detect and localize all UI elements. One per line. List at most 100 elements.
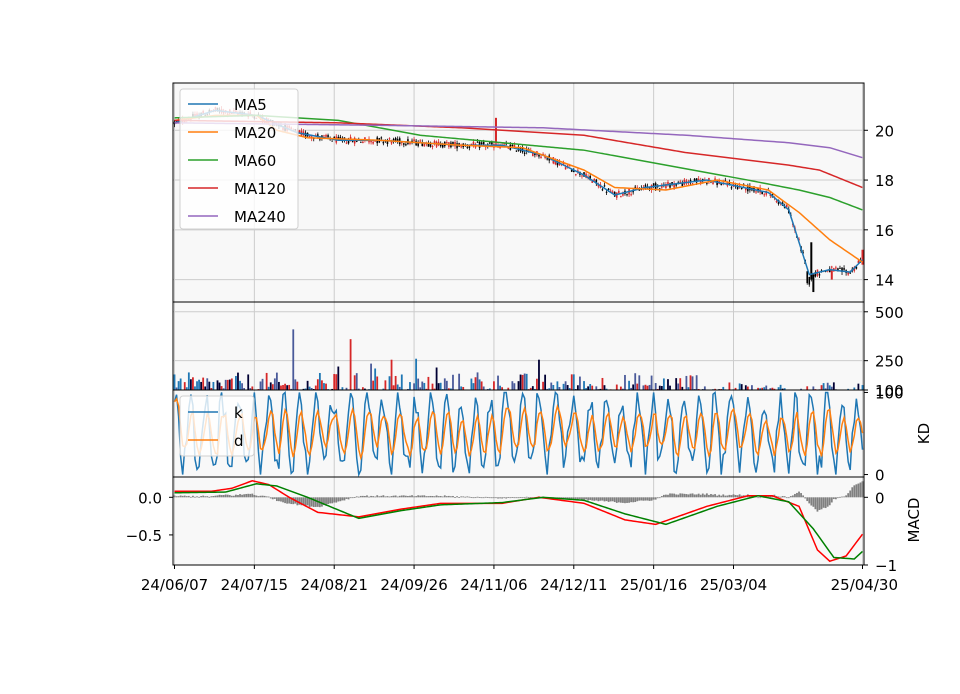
macd-histogram-bar	[802, 495, 804, 497]
volume-bar	[184, 382, 186, 390]
candle-body	[606, 192, 608, 193]
macd-histogram-bar	[657, 497, 659, 498]
macd-histogram-bar	[698, 494, 700, 498]
macd-histogram-bar	[591, 497, 593, 500]
macd-histogram-bar	[579, 497, 581, 499]
volume-bar	[479, 379, 481, 390]
macd-histogram-bar	[593, 497, 595, 500]
volume-bar	[321, 380, 323, 390]
candle-body	[776, 201, 778, 202]
macd-histogram-bar	[831, 497, 833, 502]
macd-histogram-bar	[661, 496, 663, 497]
volume-bar	[638, 375, 640, 390]
macd-histogram-bar	[706, 493, 708, 497]
x-tick-label: 25/01/16	[620, 576, 687, 594]
volume-bar	[649, 385, 651, 390]
volume-bar	[319, 373, 321, 390]
macd-histogram-bar	[503, 497, 505, 498]
macd-histogram-bar	[524, 497, 526, 498]
macd-histogram-bar	[389, 497, 391, 498]
macd-histogram-bar	[407, 496, 409, 497]
volume-bar	[862, 385, 864, 390]
macd-histogram-bar	[860, 482, 862, 497]
macd-histogram-bar	[812, 497, 814, 506]
macd-histogram-bar	[344, 497, 346, 500]
macd-histogram-bar	[651, 497, 653, 500]
volume-bar	[536, 379, 538, 390]
candle-body	[360, 142, 362, 143]
macd-histogram-bar	[466, 496, 468, 497]
macd-histogram-bar	[217, 495, 219, 497]
candle-body	[338, 137, 340, 138]
macd-histogram-bar	[438, 496, 440, 497]
volume-bar	[409, 382, 411, 390]
volume-bar	[628, 381, 630, 390]
macd-histogram-bar	[608, 497, 610, 502]
volume-bar	[833, 382, 835, 390]
candle-body	[434, 141, 436, 143]
volume-bar	[323, 383, 325, 390]
legend-label-ma240: MA240	[234, 208, 286, 226]
volume-bar	[745, 385, 747, 390]
macd-histogram-bar	[610, 497, 612, 501]
volume-bar	[270, 382, 272, 390]
macd-axis-label: MACD	[905, 498, 923, 543]
volume-bar	[542, 382, 544, 390]
volume-bar	[446, 381, 448, 390]
macd-histogram-bar	[221, 495, 223, 497]
volume-bar	[686, 376, 688, 390]
kd-tick-label: 0	[875, 467, 885, 485]
macd-histogram-bar	[264, 496, 266, 497]
macd-histogram-bar	[485, 497, 487, 498]
macd-histogram-bar	[475, 497, 477, 498]
volume-bar	[591, 386, 593, 390]
candle-body	[516, 151, 518, 152]
macd-histogram-bar	[425, 496, 427, 497]
macd-histogram-bar	[428, 496, 430, 497]
macd-histogram-bar	[329, 497, 331, 503]
macd-histogram-bar	[366, 495, 368, 497]
macd-histogram-bar	[206, 496, 208, 497]
macd-histogram-bar	[509, 497, 511, 498]
macd-histogram-bar	[516, 497, 518, 498]
x-tick-label: 24/12/11	[540, 576, 607, 594]
macd-histogram-bar	[335, 497, 337, 502]
macd-histogram-bar	[233, 496, 235, 498]
macd-histogram-bar	[339, 497, 341, 501]
volume-bar	[286, 385, 288, 390]
macd-histogram-bar	[352, 497, 354, 498]
macd-histogram-bar	[722, 494, 724, 497]
macd-histogram-bar	[432, 496, 434, 497]
volume-bar	[401, 374, 403, 390]
candle-body	[806, 271, 808, 283]
volume-bar	[550, 383, 552, 390]
macd-histogram-bar	[495, 497, 497, 498]
macd-histogram-bar	[733, 494, 735, 497]
macd-histogram-bar	[677, 495, 679, 498]
candle-body	[456, 143, 458, 148]
volume-bar	[643, 385, 645, 390]
volume-bar	[241, 383, 243, 390]
macd-histogram-bar	[245, 494, 247, 497]
macd-histogram-bar	[411, 495, 413, 497]
volume-bar	[659, 386, 661, 390]
macd-histogram-bar	[202, 496, 204, 498]
volume-bar	[307, 381, 309, 390]
volume-bar	[823, 383, 825, 390]
volume-bar	[514, 383, 516, 390]
macd-histogram-bar	[348, 497, 350, 499]
macd-histogram-bar	[225, 495, 227, 498]
volume-bar	[538, 360, 540, 390]
candle-body	[634, 187, 636, 188]
macd-histogram-bar	[782, 496, 784, 497]
macd-histogram-bar	[849, 491, 851, 498]
candle-body	[540, 157, 542, 158]
macd-histogram-bar	[387, 496, 389, 497]
macd-histogram-bar	[823, 497, 825, 507]
macd-histogram-bar	[213, 496, 215, 497]
macd-right-tick-label: −1	[875, 557, 897, 575]
macd-histogram-bar	[827, 497, 829, 506]
macd-histogram-bar	[421, 495, 423, 497]
candle-body	[763, 194, 765, 195]
macd-histogram-bar	[630, 497, 632, 502]
